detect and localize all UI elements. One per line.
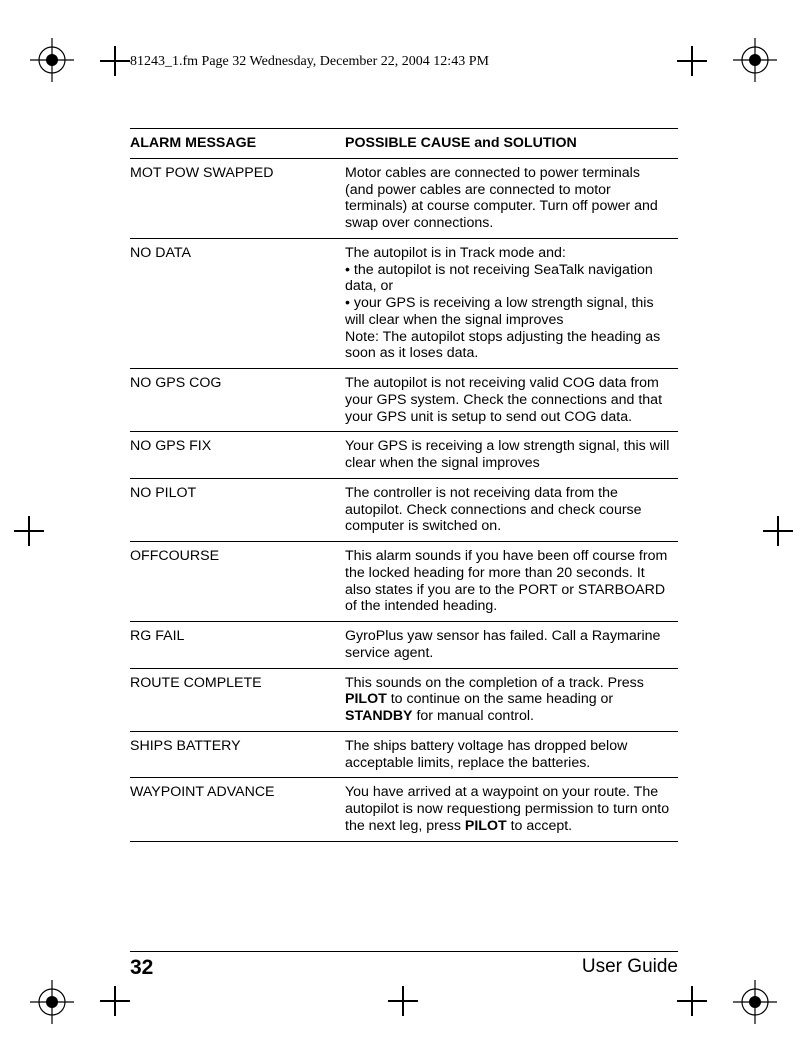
- alarm-solution: This alarm sounds if you have been off c…: [345, 542, 678, 622]
- crop-mark-icon: [388, 986, 418, 1016]
- column-header-solution: POSSIBLE CAUSE and SOLUTION: [345, 129, 678, 159]
- table-row: RG FAILGyroPlus yaw sensor has failed. C…: [130, 622, 678, 669]
- alarm-solution: GyroPlus yaw sensor has failed. Call a R…: [345, 622, 678, 669]
- alarm-message: ROUTE COMPLETE: [130, 668, 345, 731]
- table-row: ROUTE COMPLETEThis sounds on the complet…: [130, 668, 678, 731]
- crop-mark-icon: [100, 46, 130, 76]
- table-row: SHIPS BATTERYThe ships battery voltage h…: [130, 731, 678, 778]
- alarm-message: MOT POW SWAPPED: [130, 158, 345, 238]
- table-row: OFFCOURSEThis alarm sounds if you have b…: [130, 542, 678, 622]
- table-row: MOT POW SWAPPEDMotor cables are connecte…: [130, 158, 678, 238]
- alarm-solution: The autopilot is not receiving valid COG…: [345, 369, 678, 432]
- alarm-message: SHIPS BATTERY: [130, 731, 345, 778]
- registration-mark-icon: [733, 38, 777, 82]
- content-area: ALARM MESSAGE POSSIBLE CAUSE and SOLUTIO…: [130, 128, 678, 842]
- alarm-message: NO GPS FIX: [130, 432, 345, 479]
- alarm-solution: Motor cables are connected to power term…: [345, 158, 678, 238]
- alarm-solution: The autopilot is in Track mode and:• the…: [345, 238, 678, 368]
- page-footer: 32 User Guide: [130, 951, 678, 980]
- registration-mark-icon: [30, 980, 74, 1024]
- alarm-solution: The ships battery voltage has dropped be…: [345, 731, 678, 778]
- footer-title: User Guide: [582, 956, 678, 980]
- alarm-solution: The controller is not receiving data fro…: [345, 478, 678, 541]
- alarm-solution: This sounds on the completion of a track…: [345, 668, 678, 731]
- alarm-message: OFFCOURSE: [130, 542, 345, 622]
- page-header-meta: 81243_1.fm Page 32 Wednesday, December 2…: [130, 54, 489, 70]
- registration-mark-icon: [733, 980, 777, 1024]
- column-header-alarm: ALARM MESSAGE: [130, 129, 345, 159]
- crop-mark-icon: [14, 516, 44, 546]
- table-row: NO GPS COGThe autopilot is not receiving…: [130, 369, 678, 432]
- crop-mark-icon: [763, 516, 793, 546]
- crop-mark-icon: [677, 46, 707, 76]
- registration-mark-icon: [30, 38, 74, 82]
- page-number: 32: [130, 956, 153, 980]
- table-row: NO PILOTThe controller is not receiving …: [130, 478, 678, 541]
- alarm-message: WAYPOINT ADVANCE: [130, 778, 345, 841]
- alarm-message: NO DATA: [130, 238, 345, 368]
- alarm-message: NO GPS COG: [130, 369, 345, 432]
- table-row: NO DATAThe autopilot is in Track mode an…: [130, 238, 678, 368]
- table-row: WAYPOINT ADVANCEYou have arrived at a wa…: [130, 778, 678, 841]
- crop-mark-icon: [677, 986, 707, 1016]
- alarm-table: ALARM MESSAGE POSSIBLE CAUSE and SOLUTIO…: [130, 128, 678, 842]
- crop-mark-icon: [100, 986, 130, 1016]
- alarm-solution: Your GPS is receiving a low strength sig…: [345, 432, 678, 479]
- alarm-message: NO PILOT: [130, 478, 345, 541]
- table-row: NO GPS FIXYour GPS is receiving a low st…: [130, 432, 678, 479]
- alarm-message: RG FAIL: [130, 622, 345, 669]
- alarm-solution: You have arrived at a waypoint on your r…: [345, 778, 678, 841]
